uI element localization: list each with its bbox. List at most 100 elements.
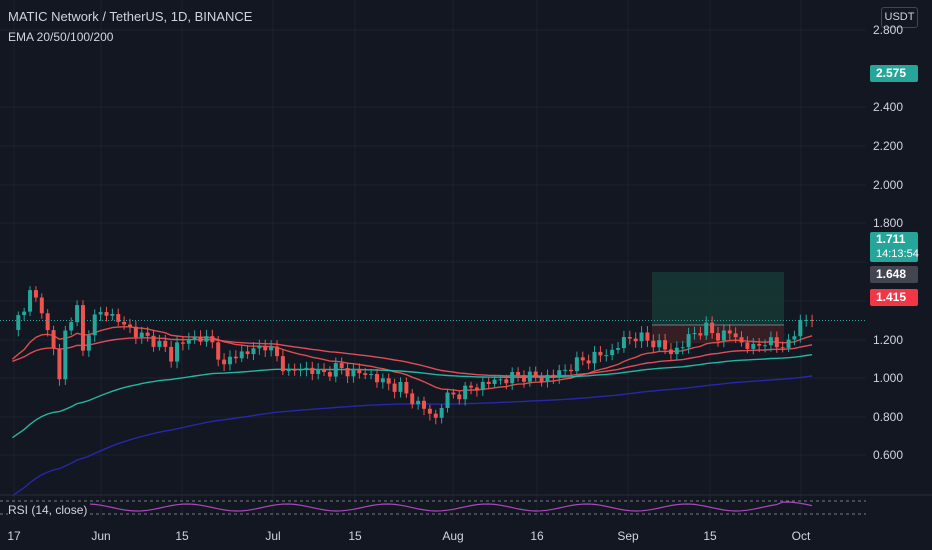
candle-body — [345, 367, 350, 377]
candle-body — [186, 338, 191, 344]
time-label: 15 — [348, 529, 362, 543]
ema-50-line — [12, 337, 813, 377]
candle-body — [574, 357, 579, 372]
candle-body — [392, 383, 397, 392]
price-tick: 2.200 — [873, 139, 904, 153]
rsi-pane — [0, 500, 866, 515]
candle-body — [192, 336, 197, 339]
candle-body — [621, 336, 626, 349]
candle-body — [180, 342, 185, 344]
candle-body — [780, 347, 785, 349]
candle-body — [28, 290, 33, 312]
candle-body — [104, 312, 109, 316]
candle-body — [16, 315, 21, 330]
candle-body — [80, 305, 85, 351]
candle-body — [486, 381, 491, 385]
current-price: 1.711 — [876, 232, 906, 246]
time-label: 15 — [175, 529, 189, 543]
candle-body — [727, 330, 732, 334]
stop-price-tag: 1.415 — [870, 289, 918, 306]
candle-body — [245, 351, 250, 355]
candle-body — [227, 356, 232, 365]
candle-body — [563, 369, 568, 371]
candle-body — [745, 342, 750, 349]
candle-body — [569, 369, 573, 372]
candle-body — [380, 378, 385, 383]
candle-body — [175, 342, 180, 362]
candle-body — [63, 330, 68, 380]
candle-body — [757, 343, 762, 346]
candle-body — [427, 408, 432, 414]
price-tick: 0.600 — [873, 448, 904, 462]
indicator-label[interactable]: EMA 20/50/100/200 — [8, 30, 114, 44]
rsi-line — [12, 501, 813, 512]
candle-body — [51, 330, 56, 349]
rsi-label[interactable]: RSI (14, close) — [8, 503, 91, 517]
price-tick: 0.800 — [873, 410, 904, 424]
candle-body — [580, 357, 585, 361]
candle-body — [598, 351, 603, 356]
candle-body — [510, 371, 515, 384]
candle-body — [610, 349, 615, 356]
price-tick: 2.400 — [873, 100, 904, 114]
candle-body — [668, 349, 673, 355]
candle-body — [710, 322, 715, 334]
candle-body — [304, 367, 309, 370]
candle-body — [292, 369, 297, 371]
candle-body — [139, 332, 144, 338]
candle-body — [433, 413, 438, 418]
candle-body — [327, 371, 332, 377]
candle-body — [86, 335, 91, 351]
candle-body — [704, 322, 709, 336]
target-zone — [652, 271, 784, 326]
candle-body — [463, 385, 468, 400]
candle-body — [474, 387, 479, 391]
candle-body — [586, 360, 591, 364]
chart-title[interactable]: MATIC Network / TetherUS, 1D, BINANCE — [8, 9, 253, 24]
candle-body — [310, 367, 315, 374]
candle-body — [445, 392, 450, 408]
candle-body — [263, 346, 268, 351]
candle-body — [386, 378, 391, 384]
candle-body — [698, 333, 703, 336]
ema-lines — [11, 326, 813, 497]
candle-body — [233, 356, 238, 359]
candle-body — [122, 321, 127, 325]
current-price-tag: 1.711 14:13:54 — [870, 232, 919, 262]
candle-body — [451, 392, 456, 395]
candle-body — [404, 381, 409, 394]
candle-body — [210, 336, 215, 343]
candle-body — [692, 333, 697, 335]
target-price-tag: 2.575 — [870, 65, 918, 82]
candle-body — [410, 393, 415, 405]
candle-body — [257, 346, 262, 349]
candle-body — [645, 332, 650, 341]
candle-body — [639, 332, 644, 342]
time-label: Jul — [265, 529, 281, 543]
candle-body — [322, 369, 327, 372]
candle-body — [22, 311, 27, 316]
candle-body — [316, 369, 321, 374]
candle-body — [457, 394, 462, 400]
time-label: 17 — [7, 529, 21, 543]
candle-body — [469, 385, 474, 388]
candle-body — [751, 343, 756, 349]
candle-body — [110, 314, 115, 316]
price-tick: 1.800 — [873, 216, 904, 230]
candle-body — [422, 400, 426, 409]
candle-body — [133, 326, 138, 338]
entry-price-tag: 1.648 — [870, 266, 918, 283]
candle-body — [333, 363, 338, 377]
time-label: 16 — [530, 529, 544, 543]
currency-badge[interactable]: USDT — [881, 7, 918, 28]
candle-body — [498, 379, 503, 381]
candle-body — [651, 340, 656, 348]
candle-body — [557, 370, 562, 378]
candle-body — [627, 336, 632, 339]
time-label: Sep — [617, 529, 639, 543]
candle-body — [416, 400, 421, 405]
candle-body — [363, 373, 368, 375]
candle-body — [116, 314, 121, 322]
candle-body — [298, 369, 303, 371]
